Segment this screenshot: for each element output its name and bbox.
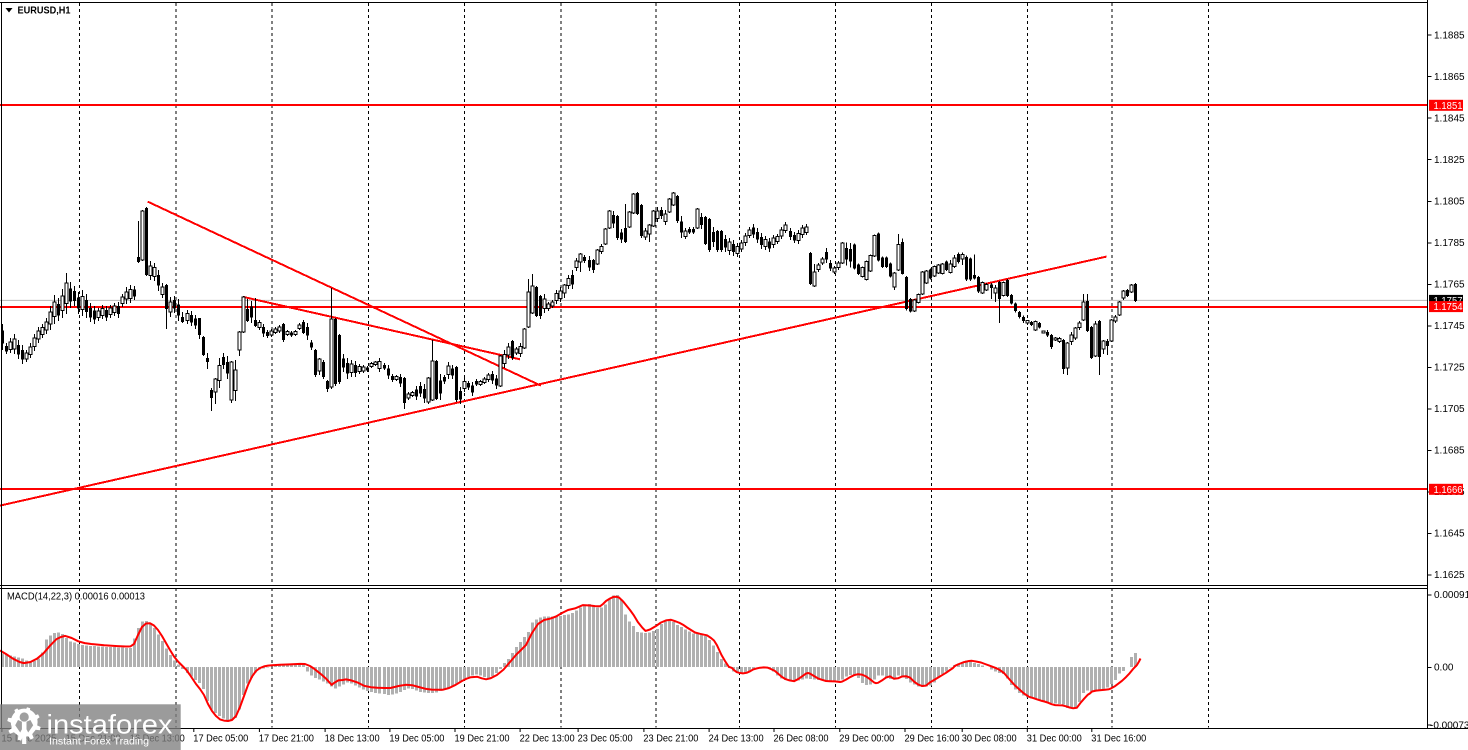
svg-text:1.1845: 1.1845 — [1434, 113, 1465, 124]
svg-text:29 Dec 16:00: 29 Dec 16:00 — [905, 734, 960, 745]
svg-text:0.00091: 0.00091 — [1434, 590, 1468, 601]
svg-text:1.1725: 1.1725 — [1434, 362, 1465, 373]
svg-text:23 Dec 05:00: 23 Dec 05:00 — [578, 734, 633, 745]
svg-text:MACD(14,22,3) 0.00016 0.00013: MACD(14,22,3) 0.00016 0.00013 — [7, 592, 145, 603]
svg-text:1.1765: 1.1765 — [1434, 279, 1465, 290]
svg-text:instaforex: instaforex — [47, 710, 173, 740]
svg-text:26 Dec 08:00: 26 Dec 08:00 — [774, 734, 829, 745]
svg-text:1.1865: 1.1865 — [1434, 72, 1465, 83]
svg-text:23 Dec 21:00: 23 Dec 21:00 — [643, 734, 698, 745]
svg-text:Instant Forex Trading: Instant Forex Trading — [49, 737, 149, 748]
svg-text:1.1745: 1.1745 — [1434, 321, 1465, 332]
svg-text:22 Dec 13:00: 22 Dec 13:00 — [520, 734, 575, 745]
svg-text:1.1754: 1.1754 — [1434, 302, 1463, 313]
svg-text:31 Dec 16:00: 31 Dec 16:00 — [1091, 734, 1146, 745]
svg-text:1.1825: 1.1825 — [1434, 155, 1465, 166]
svg-text:29 Dec 00:00: 29 Dec 00:00 — [839, 734, 894, 745]
svg-text:1.1645: 1.1645 — [1434, 529, 1465, 540]
svg-text:1.1885: 1.1885 — [1434, 30, 1465, 41]
svg-text:EURUSD,H1: EURUSD,H1 — [18, 6, 71, 17]
svg-text:31 Dec 00:00: 31 Dec 00:00 — [1027, 734, 1082, 745]
svg-text:0.00: 0.00 — [1434, 662, 1454, 673]
svg-text:19 Dec 05:00: 19 Dec 05:00 — [389, 734, 444, 745]
svg-text:30 Dec 08:00: 30 Dec 08:00 — [962, 734, 1017, 745]
svg-text:17 Dec 05:00: 17 Dec 05:00 — [193, 734, 248, 745]
svg-text:1.1666: 1.1666 — [1434, 485, 1463, 496]
svg-text:19 Dec 21:00: 19 Dec 21:00 — [455, 734, 510, 745]
svg-text:1.1805: 1.1805 — [1434, 196, 1465, 207]
svg-text:1.1785: 1.1785 — [1434, 238, 1465, 249]
svg-text:1.1705: 1.1705 — [1434, 404, 1465, 415]
svg-text:1.1851: 1.1851 — [1434, 101, 1463, 112]
svg-text:24 Dec 13:00: 24 Dec 13:00 — [709, 734, 764, 745]
svg-text:1.1625: 1.1625 — [1434, 570, 1465, 581]
svg-text:-0.00073: -0.00073 — [1430, 720, 1468, 731]
svg-text:1.1685: 1.1685 — [1434, 446, 1465, 457]
svg-text:17 Dec 21:00: 17 Dec 21:00 — [259, 734, 314, 745]
svg-text:18 Dec 13:00: 18 Dec 13:00 — [325, 734, 380, 745]
